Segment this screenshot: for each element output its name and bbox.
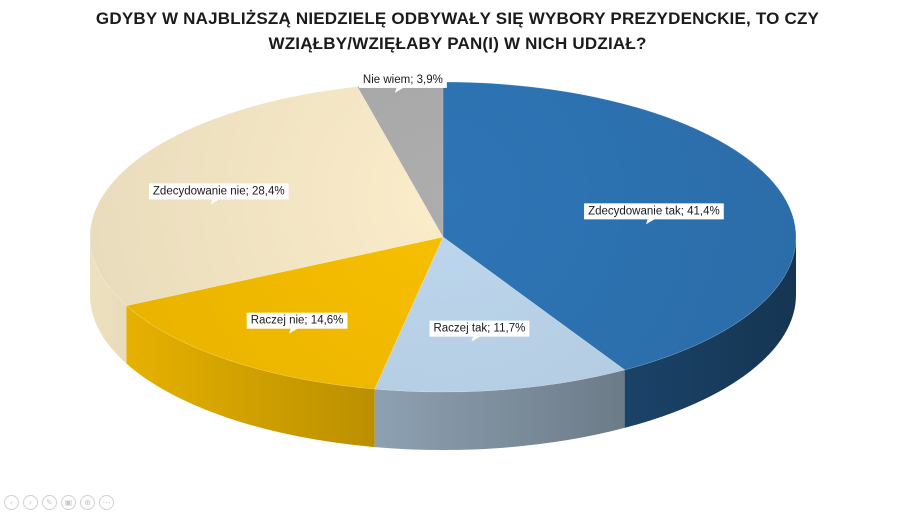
pie-side-raczej-tak — [374, 369, 625, 450]
data-label-pointer — [210, 198, 221, 205]
pie-sides — [90, 237, 796, 450]
pie-side-zdecydowanie-nie — [90, 237, 127, 364]
data-label-pointer — [394, 86, 405, 93]
chart-title: GDYBY W NAJBLIŻSZĄ NIEDZIELĘ ODBYWAŁY SI… — [0, 6, 915, 56]
data-label-pointer — [471, 335, 482, 342]
data-label-text-nie-wiem: Nie wiem; 3,9% — [363, 74, 443, 86]
pie-side-raczej-nie — [126, 305, 375, 448]
pen-icon[interactable]: ✎ — [42, 495, 57, 510]
presentation-toolbar: ‹ › ✎ ▣ ⊕ ⋯ — [4, 495, 114, 510]
more-icon[interactable]: ⋯ — [99, 495, 114, 510]
data-label-text-raczej-tak: Raczej tak; 11,7% — [433, 323, 525, 335]
data-label-pointer — [645, 218, 656, 225]
pie-side-zdecydowanie-tak — [624, 237, 796, 428]
data-label-pointer — [289, 327, 300, 334]
data-label-zdecydowanie-tak: Zdecydowanie tak; 41,4% — [584, 203, 724, 225]
data-label-raczej-tak: Raczej tak; 11,7% — [429, 320, 530, 342]
data-label-text-zdecydowanie-nie: Zdecydowanie nie; 28,4% — [153, 185, 285, 197]
slides-icon[interactable]: ▣ — [61, 495, 76, 510]
pie-labels: Zdecydowanie tak; 41,4% Raczej tak; 11,7%… — [148, 71, 724, 342]
data-label-nie-wiem: Nie wiem; 3,9% — [358, 71, 447, 93]
chart-title-line-1: GDYBY W NAJBLIŻSZĄ NIEDZIELĘ ODBYWAŁY SI… — [95, 9, 820, 28]
pie-slices — [89, 81, 797, 393]
pie-slice-raczej-tak — [374, 236, 626, 393]
zoom-icon[interactable]: ⊕ — [80, 495, 95, 510]
data-label-text-raczej-nie: Raczej nie; 14,6% — [251, 315, 344, 327]
pie-slice-zdecydowanie-tak — [442, 81, 797, 371]
data-label-zdecydowanie-nie: Zdecydowanie nie; 28,4% — [148, 183, 289, 205]
chart-title-line-2: WZIĄŁBY/WZIĘŁABY PAN(I) W NICH UDZIAŁ? — [268, 34, 647, 53]
data-label-text-zdecydowanie-tak: Zdecydowanie tak; 41,4% — [588, 205, 720, 217]
data-label-raczej-nie: Raczej nie; 14,6% — [246, 312, 348, 334]
next-icon[interactable]: › — [23, 495, 38, 510]
prev-icon[interactable]: ‹ — [4, 495, 19, 510]
